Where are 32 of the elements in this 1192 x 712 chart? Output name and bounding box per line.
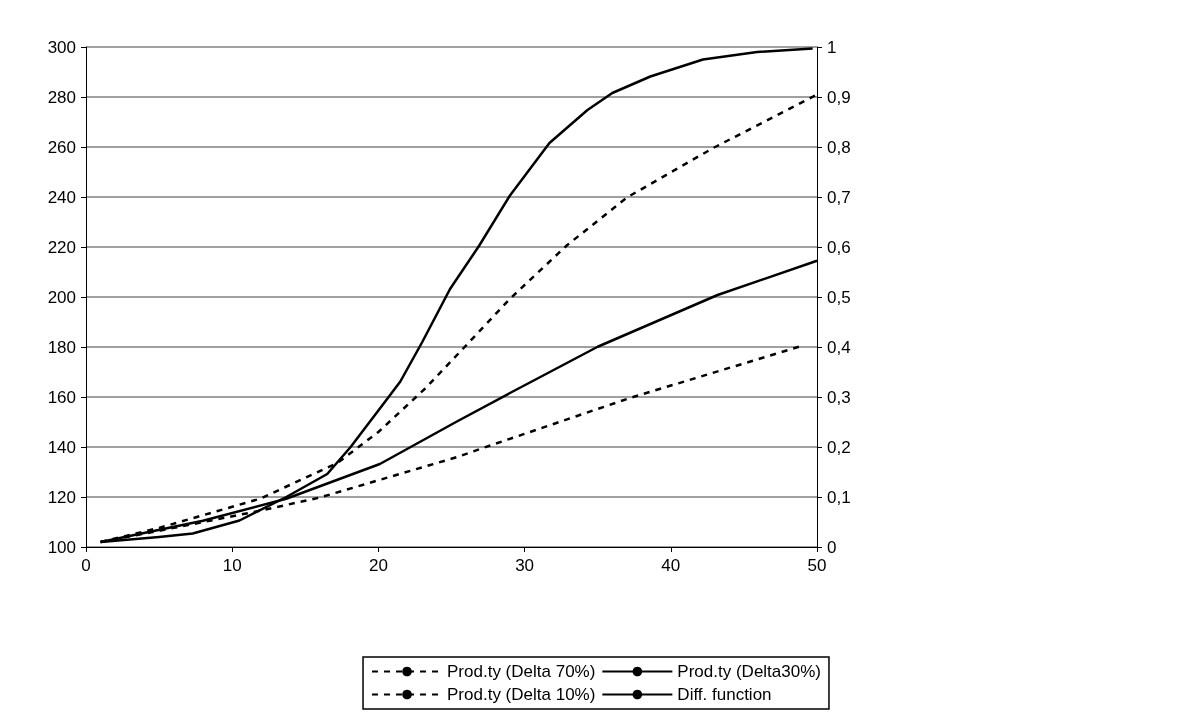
x-tick-label: 40 — [661, 556, 681, 575]
y2-tick-label: 0,9 — [827, 87, 851, 107]
y2-tick-label: 0,4 — [827, 337, 851, 357]
y2-tick-label: 0 — [827, 537, 837, 557]
y2-tick-label: 1 — [827, 37, 837, 57]
y2-tick-label: 0,5 — [827, 287, 851, 307]
legend-label: Diff. function — [677, 685, 772, 704]
y-tick-label: 100 — [47, 537, 76, 557]
x-tick-label: 10 — [222, 556, 242, 575]
y-tick-label: 220 — [47, 237, 76, 257]
y-tick-label: 160 — [47, 387, 76, 407]
x-tick-label: 0 — [81, 556, 91, 575]
y2-tick-label: 0,8 — [827, 137, 851, 157]
y-tick-label: 120 — [47, 487, 76, 507]
y2-tick-label: 0,7 — [827, 187, 851, 207]
y2-tick-label: 0,6 — [827, 237, 851, 257]
y-tick-label: 140 — [47, 437, 76, 457]
y-tick-label: 240 — [47, 187, 76, 207]
y-tick-label: 260 — [47, 137, 76, 157]
y-tick-label: 180 — [47, 337, 76, 357]
x-tick-label: 50 — [807, 556, 827, 575]
x-tick-label: 30 — [515, 556, 535, 575]
legend-label: Prod.ty (Delta 10%) — [447, 685, 596, 704]
y-tick-label: 280 — [47, 87, 76, 107]
y-tick-label: 200 — [47, 287, 76, 307]
y-tick-label: 300 — [47, 37, 76, 57]
y2-tick-label: 0,2 — [827, 437, 851, 457]
x-tick-label: 20 — [368, 556, 388, 575]
y2-tick-label: 0,3 — [827, 387, 851, 407]
legend-label: Prod.ty (Delta 70%) — [447, 662, 596, 681]
y2-tick-label: 0,1 — [827, 487, 851, 507]
legend-label: Prod.ty (Delta30%) — [677, 662, 821, 681]
